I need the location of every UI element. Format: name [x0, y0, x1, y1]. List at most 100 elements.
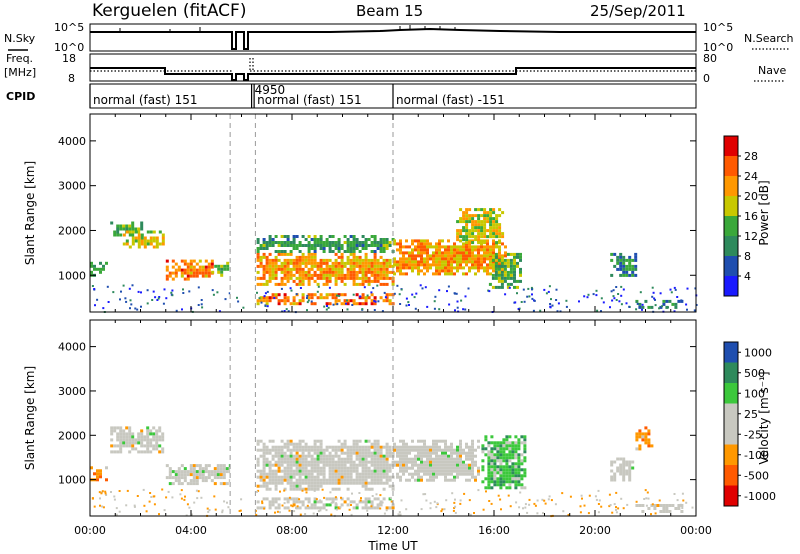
speckle-cell	[106, 285, 109, 288]
speckle-cell	[453, 507, 456, 509]
echo-cell	[468, 254, 471, 258]
echo-cell	[219, 467, 223, 471]
echo-cell	[286, 238, 290, 241]
speckle-cell	[351, 492, 353, 495]
echo-cell	[435, 448, 438, 452]
speckle-cell	[686, 287, 689, 290]
echo-cell	[256, 264, 260, 268]
echo-cell	[289, 475, 293, 479]
echo-cell	[295, 497, 299, 501]
echo-cell	[262, 282, 266, 286]
speckle-cell	[299, 287, 302, 289]
colorbar-tick-label: 25	[744, 408, 758, 421]
speckle-cell	[263, 295, 266, 298]
echo-cell	[319, 241, 323, 244]
echo-cell	[364, 472, 368, 476]
echo-cell	[316, 267, 320, 271]
speckle-cell	[438, 308, 441, 311]
echo-cell	[207, 271, 211, 275]
echo-cell	[420, 466, 423, 470]
echo-cell	[483, 211, 487, 215]
echo-cell	[662, 510, 666, 513]
speckle-cell	[317, 510, 320, 513]
echo-cell	[462, 214, 466, 218]
echo-cell	[274, 282, 278, 286]
echo-cell	[379, 244, 383, 247]
echo-cell	[373, 454, 377, 458]
echo-cell	[677, 299, 681, 303]
echo-cell	[259, 506, 263, 510]
speckle-cell	[620, 285, 623, 288]
echo-cell	[379, 270, 383, 274]
echo-cell	[508, 456, 512, 460]
echo-cell	[355, 445, 359, 449]
echo-cell	[519, 255, 522, 259]
speckle-cell	[289, 287, 292, 290]
echo-cell	[271, 270, 275, 274]
echo-cell	[189, 265, 193, 269]
echo-cell	[292, 454, 296, 458]
echo-cell	[379, 250, 383, 253]
speckle-cell	[541, 498, 544, 501]
echo-cell	[361, 445, 365, 449]
echo-cell	[319, 469, 323, 473]
echo-cell	[520, 462, 524, 466]
echo-cell	[146, 435, 150, 439]
echo-cell	[423, 442, 426, 446]
speckle-cell	[100, 492, 103, 495]
echo-cell	[468, 472, 471, 476]
echo-cell	[268, 487, 272, 491]
echo-cell	[152, 435, 156, 439]
echo-cell	[328, 457, 332, 461]
echo-cell	[358, 258, 362, 262]
echo-cell	[192, 467, 196, 471]
echo-cell	[158, 435, 162, 439]
echo-cell	[134, 438, 138, 442]
echo-cell	[313, 497, 317, 501]
speckle-cell	[125, 300, 128, 303]
echo-cell	[382, 466, 386, 470]
echo-cell	[361, 276, 365, 280]
echo-cell	[283, 475, 287, 479]
echo-cell	[155, 239, 159, 243]
echo-cell	[625, 463, 629, 467]
echo-cell	[171, 271, 175, 275]
echo-cell	[328, 445, 332, 449]
echo-cell	[292, 503, 296, 507]
echo-cell	[140, 242, 144, 246]
echo-cell	[125, 242, 129, 246]
echo-cell	[346, 481, 350, 485]
noise-panel: N.Sky 10^5 10^0 N.Search 10^5 10^0	[4, 21, 794, 54]
echo-cell	[426, 472, 429, 476]
echo-cell	[304, 481, 308, 485]
echo-cell	[376, 241, 380, 244]
y-tick-label: 4000	[58, 135, 86, 148]
speckle-cell	[350, 504, 352, 506]
echo-cell	[340, 469, 344, 473]
echo-cell	[435, 463, 438, 467]
echo-cell	[364, 503, 368, 507]
echo-cell	[382, 457, 386, 461]
echo-cell	[501, 232, 505, 236]
echo-cell	[349, 250, 353, 253]
echo-cell	[265, 296, 269, 300]
echo-cell	[511, 444, 515, 448]
speckle-cell	[549, 303, 552, 305]
speckle-cell	[350, 513, 353, 516]
echo-cell	[641, 510, 645, 513]
echo-cell	[346, 270, 350, 274]
echo-cell	[426, 254, 429, 258]
echo-cell	[496, 441, 500, 445]
echo-cell	[499, 474, 503, 478]
echo-cell	[414, 239, 417, 243]
echo-cell	[367, 264, 371, 268]
echo-cell	[313, 250, 317, 253]
echo-cell	[634, 273, 638, 277]
echo-cell	[505, 477, 509, 481]
echo-cell	[480, 266, 483, 270]
echo-cell	[396, 242, 399, 246]
echo-cell	[283, 497, 287, 501]
echo-cell	[411, 439, 414, 443]
echo-cell	[358, 276, 362, 280]
echo-cell	[177, 473, 181, 477]
